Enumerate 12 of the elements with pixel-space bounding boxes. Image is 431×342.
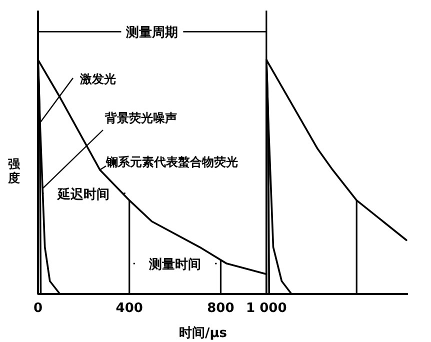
annotation: 测量时间 — [148, 258, 202, 273]
y-axis-title: 强度 — [7, 157, 21, 185]
x-tick-label: 1 000 — [246, 301, 287, 316]
legend-label: 镧系元素代表螯合物荧光 — [105, 155, 238, 169]
x-tick-label: 800 — [207, 301, 234, 316]
x-tick-label: 0 — [33, 301, 43, 316]
x-axis-title: 时间/μs — [178, 326, 228, 341]
text: 测量周期 — [125, 26, 178, 41]
annotation: 延迟时间 — [56, 186, 110, 202]
text: 激发光 — [80, 72, 116, 86]
x-tick-label: 400 — [116, 301, 143, 316]
text: 背景荧光噪声 — [105, 111, 177, 125]
